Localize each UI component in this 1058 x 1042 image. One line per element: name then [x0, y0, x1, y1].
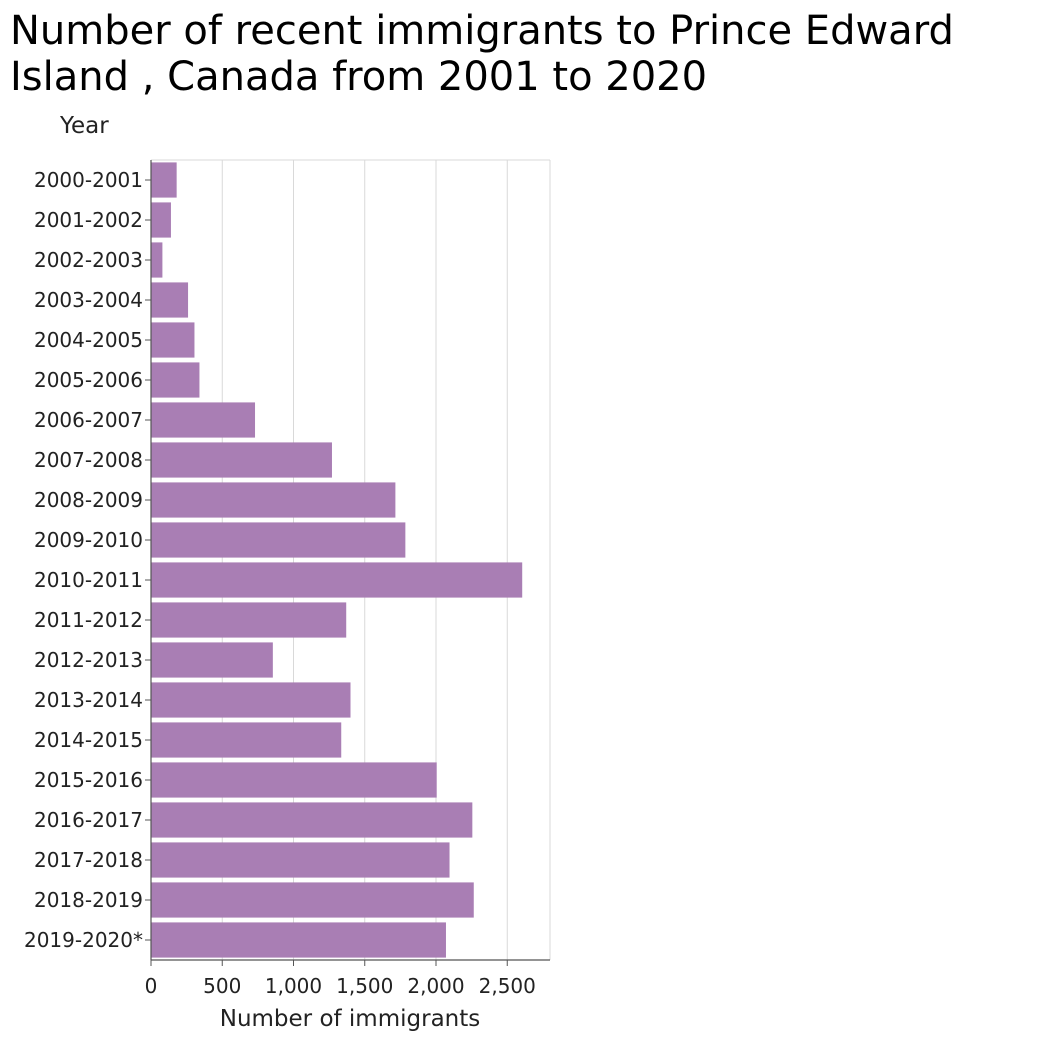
x-tick-label: 1,000	[265, 974, 322, 998]
bar	[151, 282, 188, 317]
y-axis-title: Year	[59, 113, 109, 139]
bar	[151, 162, 177, 197]
bar	[151, 922, 446, 957]
grid-lines	[151, 160, 550, 960]
bar	[151, 522, 405, 557]
y-tick-label: 2002-2003	[34, 248, 143, 272]
x-tick-label: 0	[145, 974, 158, 998]
bar	[151, 642, 273, 677]
bar	[151, 722, 341, 757]
y-tick-label: 2006-2007	[34, 408, 143, 432]
y-tick-label: 2014-2015	[34, 728, 143, 752]
bar	[151, 482, 395, 517]
y-tick-label: 2000-2001	[34, 168, 143, 192]
bars	[151, 162, 522, 957]
y-tick-label: 2013-2014	[34, 688, 143, 712]
y-tick-label: 2003-2004	[34, 288, 143, 312]
y-tick-label: 2005-2006	[34, 368, 143, 392]
y-tick-label: 2012-2013	[34, 648, 143, 672]
bar	[151, 402, 255, 437]
y-tick-label: 2017-2018	[34, 848, 143, 872]
bar	[151, 442, 332, 477]
y-tick-label: 2016-2017	[34, 808, 143, 832]
x-tick-label: 2,500	[479, 974, 536, 998]
x-tick-label: 1,500	[336, 974, 393, 998]
bar	[151, 242, 162, 277]
bar	[151, 842, 450, 877]
y-tick-label: 2015-2016	[34, 768, 143, 792]
bar	[151, 802, 472, 837]
y-tick-label: 2011-2012	[34, 608, 143, 632]
x-axis-title: Number of immigrants	[220, 1006, 481, 1032]
y-tick-label: 2004-2005	[34, 328, 143, 352]
y-tick-label: 2008-2009	[34, 488, 143, 512]
bar	[151, 682, 351, 717]
x-tick-label: 2,000	[407, 974, 464, 998]
bar	[151, 602, 346, 637]
y-tick-label: 2010-2011	[34, 568, 143, 592]
y-tick-label: 2001-2002	[34, 208, 143, 232]
y-tick-label: 2018-2019	[34, 888, 143, 912]
y-tick-label: 2019-2020*	[24, 928, 143, 952]
bar	[151, 322, 194, 357]
x-tick-label: 500	[203, 974, 241, 998]
bar	[151, 882, 474, 917]
y-tick-label: 2009-2010	[34, 528, 143, 552]
bar	[151, 362, 199, 397]
bar	[151, 562, 522, 597]
y-tick-label: 2007-2008	[34, 448, 143, 472]
bar	[151, 202, 171, 237]
bar	[151, 762, 437, 797]
